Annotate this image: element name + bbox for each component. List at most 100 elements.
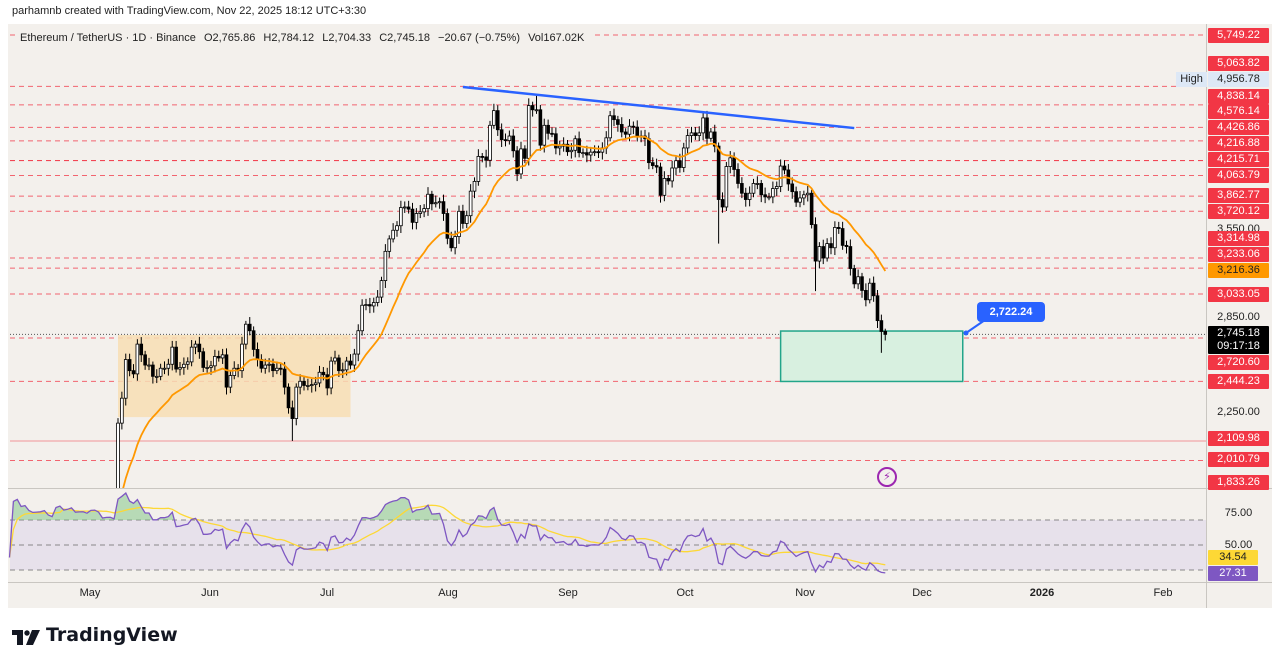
candle (131, 370, 136, 375)
candle (78, 506, 81, 507)
candle (631, 125, 636, 128)
candle (782, 165, 787, 171)
candle (193, 343, 198, 348)
candle (333, 357, 337, 362)
candle (391, 229, 395, 240)
candle (402, 206, 407, 209)
lightning-icon[interactable]: ⚡ (877, 467, 897, 487)
candle (395, 225, 399, 231)
candle (418, 211, 423, 214)
price-change: −20.67 (−0.75%) (438, 32, 520, 44)
time-label: Sep (558, 587, 578, 599)
candle (585, 152, 589, 156)
candle (116, 422, 120, 488)
candle (166, 363, 171, 369)
ohlc-low: L2,704.33 (322, 32, 372, 44)
candle (623, 131, 628, 135)
candle (120, 397, 124, 424)
candle (492, 110, 496, 126)
candle (689, 132, 694, 136)
price-label-last: 2,745.18 (1208, 325, 1269, 341)
symbol-name[interactable]: Ethereum / TetherUS · 1D · Binance (20, 32, 196, 44)
candle (538, 109, 543, 146)
candle (650, 162, 655, 166)
candle (883, 330, 888, 335)
candle (410, 208, 415, 223)
candle (461, 210, 465, 224)
candle (82, 505, 85, 506)
chart-panel[interactable] (8, 24, 1272, 608)
candle (430, 193, 434, 205)
candle (275, 367, 279, 372)
callout-anchor[interactable] (963, 330, 969, 336)
trendline-group[interactable] (462, 85, 986, 336)
candle (488, 124, 492, 161)
candle (294, 386, 299, 419)
ohlc-high: H2,784.12 (263, 32, 315, 44)
price-label-level: 2,720.60 (1208, 354, 1269, 370)
candle (105, 502, 108, 504)
callout-pointer (965, 319, 986, 334)
price-label-level: 5,063.82 (1208, 55, 1269, 71)
price-label-rsi_ma: 34.54 (1208, 549, 1258, 565)
price-label-grid: 2,250.00 (1217, 405, 1260, 418)
candle (790, 183, 795, 193)
candle (302, 380, 306, 386)
candle (805, 192, 810, 196)
candle (464, 215, 469, 224)
price-label-level: 3,862.77 (1208, 187, 1269, 203)
candle (627, 125, 632, 135)
candle (499, 129, 504, 141)
candle (86, 505, 89, 507)
candle (658, 166, 663, 196)
candle (794, 191, 798, 203)
time-label: Jul (319, 587, 335, 599)
candle (852, 268, 857, 285)
demand-zone-box[interactable] (779, 330, 964, 383)
candle (151, 364, 155, 377)
candle (197, 343, 202, 353)
candle (371, 302, 376, 307)
ema-path (122, 135, 887, 488)
candle (867, 282, 872, 301)
candle (220, 354, 225, 359)
candle (546, 124, 550, 134)
symbol-legend[interactable]: Ethereum / TetherUS · 1D · Binance O2,76… (18, 32, 592, 44)
high-tag: High (1176, 72, 1207, 87)
candle (123, 359, 128, 399)
candle (833, 227, 837, 249)
candle (844, 244, 849, 247)
candle (313, 382, 318, 386)
trendline[interactable] (462, 85, 855, 130)
tradingview-logo-icon (12, 628, 40, 645)
horizontal-levels (10, 34, 1206, 461)
price-callout[interactable]: 2,722.24 (977, 302, 1045, 322)
candle (422, 208, 426, 213)
candle (875, 295, 880, 322)
candle (162, 367, 167, 370)
candle (97, 496, 100, 498)
candle (426, 193, 430, 210)
time-label: May (79, 587, 101, 599)
time-label: Jun (201, 587, 219, 599)
candle (856, 276, 860, 285)
candle (263, 364, 268, 369)
candle (437, 201, 442, 204)
candle (306, 385, 310, 387)
price-label-grid: 50.00 (1224, 538, 1253, 551)
candle (135, 343, 140, 375)
candle (840, 228, 845, 246)
candle (534, 109, 539, 112)
candle (519, 148, 523, 175)
candle (93, 496, 96, 497)
price-label-level: 4,215.71 (1208, 151, 1269, 167)
candle (751, 183, 756, 194)
candle (468, 190, 473, 217)
price-label-level: 4,216.88 (1208, 135, 1269, 151)
candle (515, 150, 519, 175)
candle (879, 320, 884, 332)
candle (848, 246, 853, 269)
candle (670, 167, 674, 182)
candle (871, 282, 876, 297)
